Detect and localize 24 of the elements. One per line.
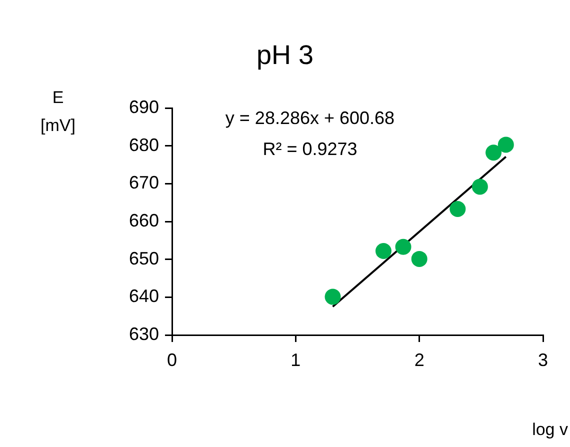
point bbox=[375, 243, 392, 260]
point bbox=[395, 238, 412, 255]
y-tick-label: 680 bbox=[128, 134, 159, 155]
point bbox=[324, 288, 341, 305]
point bbox=[411, 250, 428, 267]
y-tick-label: 660 bbox=[128, 210, 159, 230]
x-axis-title: log v bbox=[532, 420, 568, 440]
y-tick-label: 670 bbox=[128, 172, 159, 193]
x-tick-label: 0 bbox=[166, 350, 178, 370]
y-tick-label: 650 bbox=[128, 248, 159, 268]
x-tick-label: 2 bbox=[414, 350, 424, 370]
point bbox=[472, 178, 488, 195]
y-tick-label: 690 bbox=[128, 96, 159, 117]
y-axis-title: E [mV] bbox=[40, 87, 76, 137]
point bbox=[498, 136, 514, 153]
annotation: y = 28.286x + 600.68 bbox=[224, 108, 396, 129]
annotation: R² = 0.9273 bbox=[262, 139, 358, 160]
y-tick-label: 640 bbox=[128, 286, 159, 306]
chart-title: pH 3 bbox=[255, 40, 315, 71]
point bbox=[486, 144, 502, 161]
x-tick-label: 3 bbox=[538, 350, 548, 370]
y-tick-label: 630 bbox=[128, 324, 159, 344]
x-tick-label: 1 bbox=[290, 350, 301, 370]
point bbox=[450, 201, 466, 218]
